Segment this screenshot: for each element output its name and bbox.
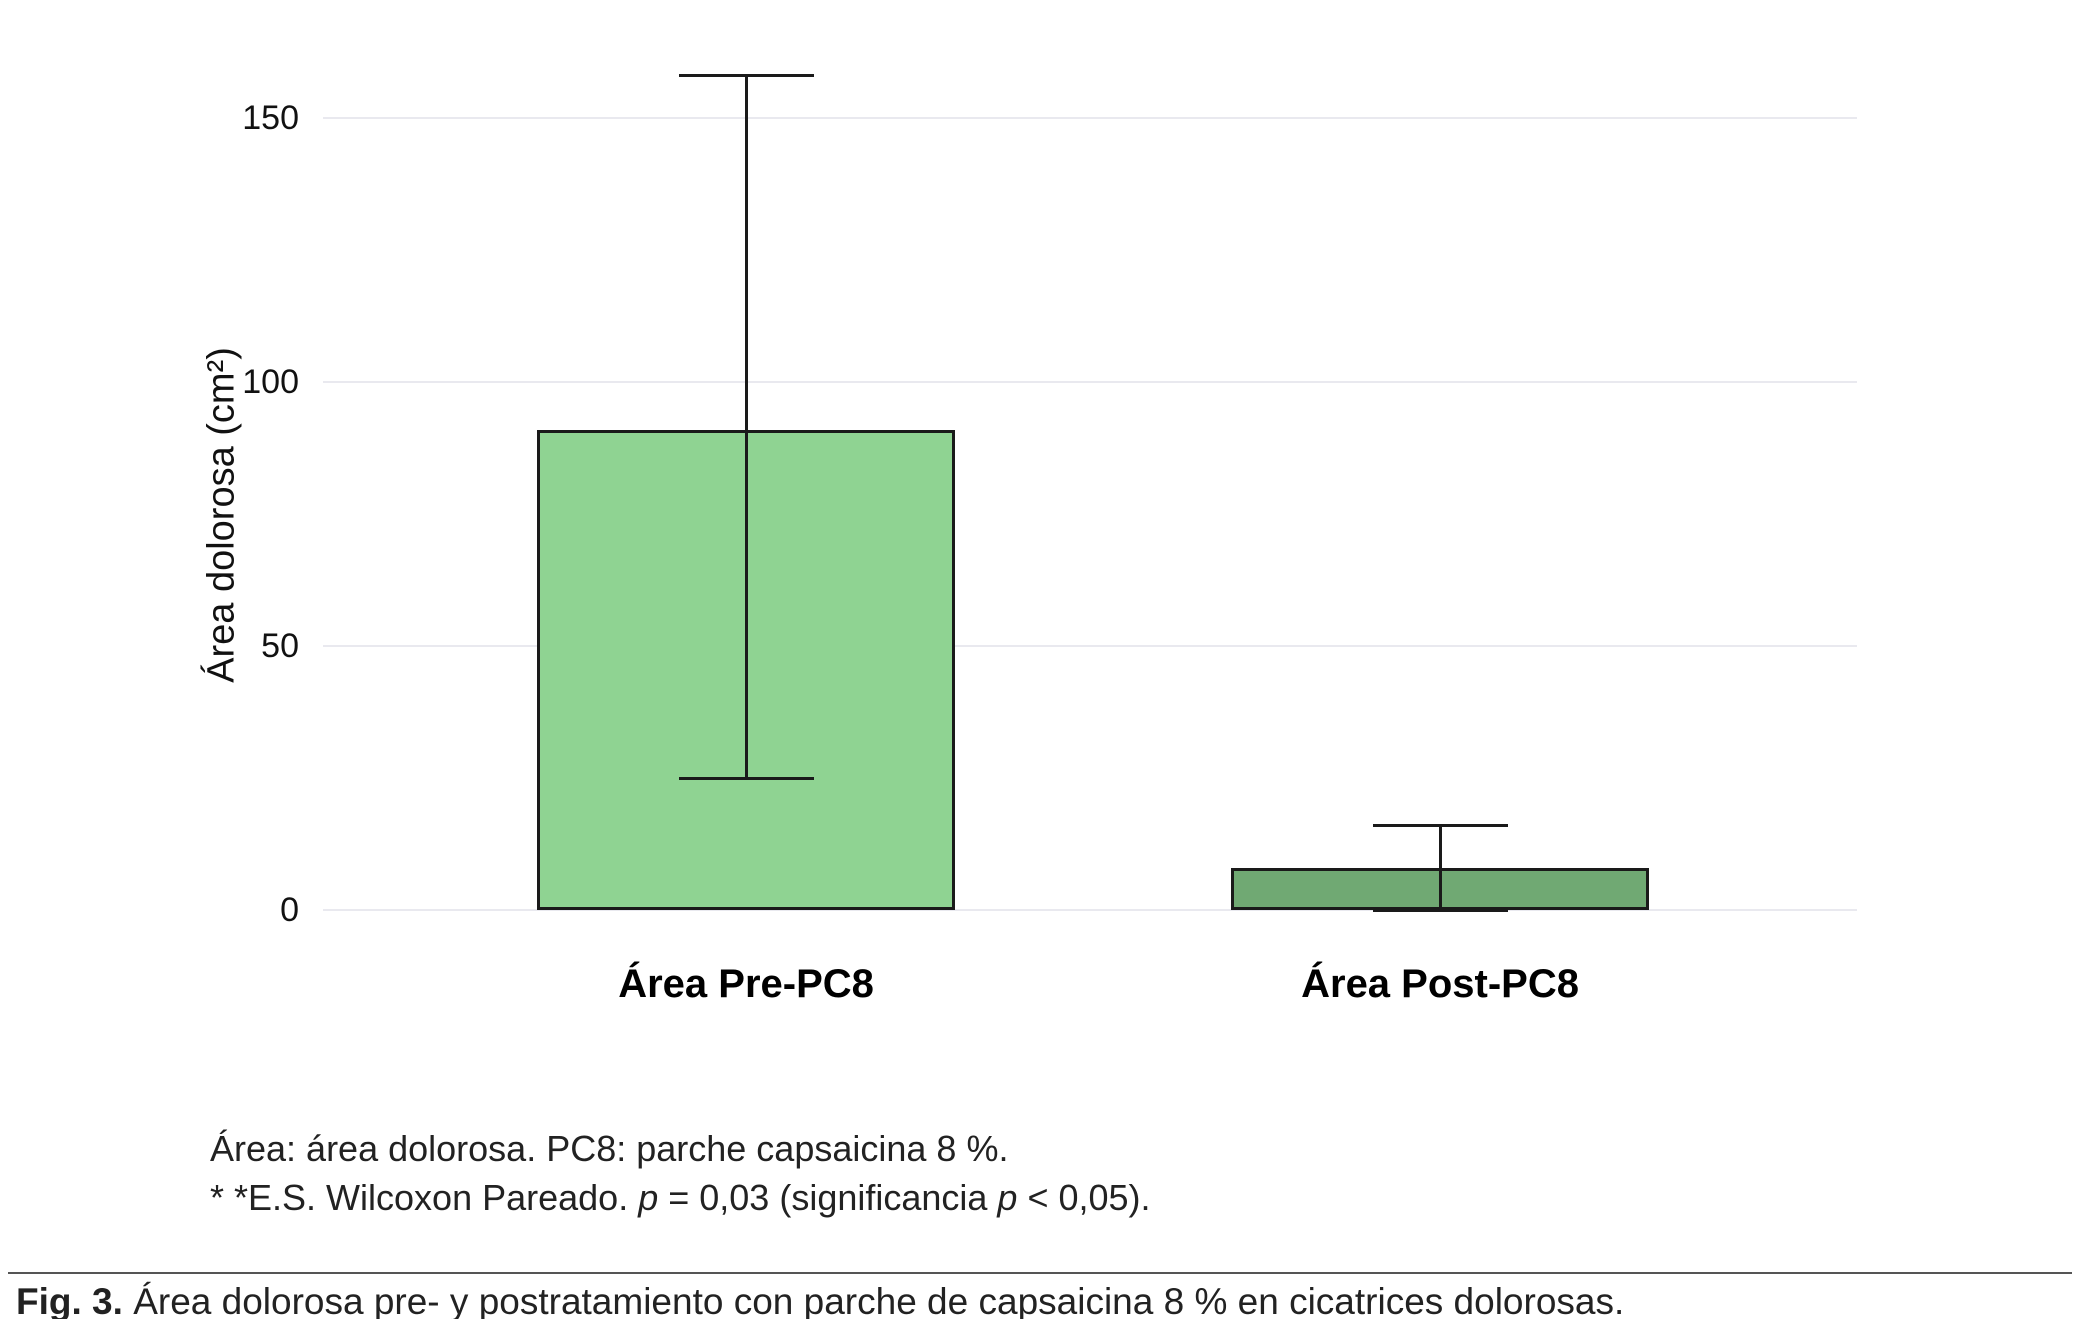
footnote-line-1: Área: área dolorosa. PC8: parche capsaic… bbox=[210, 1128, 1009, 1169]
error-whisker bbox=[1438, 825, 1442, 910]
footnote-line-2-text: * *E.S. Wilcoxon Pareado. bbox=[210, 1177, 639, 1218]
error-cap bbox=[1372, 824, 1508, 828]
footnote-line-2: * *E.S. Wilcoxon Pareado. p = 0,03 (sign… bbox=[210, 1173, 1151, 1222]
category-label-post-pc8: Área Post-PC8 bbox=[1301, 962, 1579, 1006]
gridline-y-150 bbox=[323, 117, 1857, 120]
footnote-p-symbol: p bbox=[638, 1177, 659, 1218]
error-whisker bbox=[744, 75, 748, 779]
y-tick-label: 0 bbox=[280, 891, 299, 929]
y-tick-label: 150 bbox=[242, 99, 299, 138]
error-cap bbox=[678, 74, 814, 78]
footnote-line-2-text: < 0,05). bbox=[1017, 1177, 1151, 1218]
y-tick-label: 100 bbox=[242, 363, 299, 402]
gridline-y-50 bbox=[323, 645, 1857, 648]
x-axis-labels: Área Pre-PC8 Área Post-PC8 bbox=[323, 962, 1857, 1022]
caption-divider bbox=[8, 1272, 2072, 1274]
gridline-y-0 bbox=[323, 909, 1857, 911]
gridline-y-100 bbox=[323, 381, 1857, 384]
y-tick-label: 50 bbox=[261, 627, 299, 666]
caption-label: Fig. 3. bbox=[16, 1281, 123, 1319]
error-cap bbox=[678, 776, 814, 780]
category-label-pre-pc8: Área Pre-PC8 bbox=[618, 962, 874, 1006]
footnote-p-symbol: p bbox=[997, 1177, 1018, 1218]
plot-area: 0 50 100 150 bbox=[242, 60, 1857, 929]
y-axis-label: Área dolorosa (cm²) bbox=[200, 347, 243, 683]
figure-footnote: Área: área dolorosa. PC8: parche capsaic… bbox=[210, 1124, 1151, 1222]
caption-text: Área dolorosa pre- y postratamiento con … bbox=[133, 1281, 1625, 1319]
error-cap bbox=[1372, 908, 1508, 912]
footnote-line-2-text: = 0,03 (significancia bbox=[658, 1177, 998, 1218]
figure-caption: Fig. 3. Área dolorosa pre- y postratamie… bbox=[16, 1282, 1624, 1319]
